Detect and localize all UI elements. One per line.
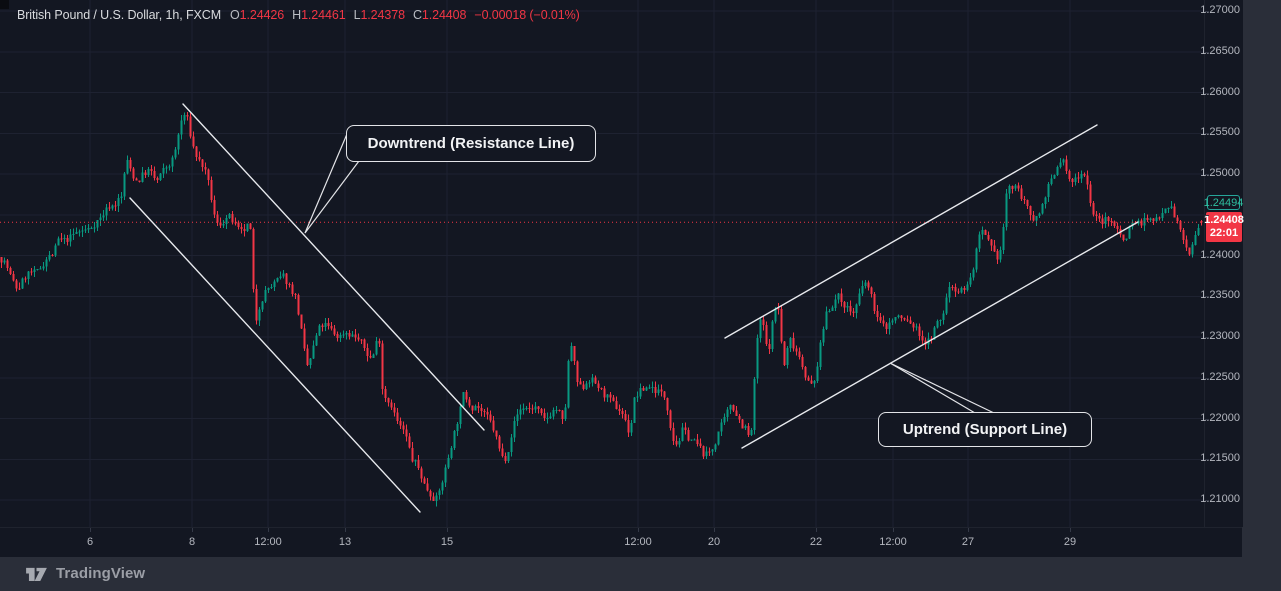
price-axis-tick: [1205, 256, 1209, 257]
price-tick-label: 1.25000: [1200, 167, 1240, 179]
price-marker-badge: 1.24494: [1203, 195, 1244, 210]
right-panel-strip: [1242, 0, 1281, 556]
price-axis-tick: [1205, 459, 1209, 460]
ohlc-low: L1.24378: [353, 8, 405, 22]
price-axis-tick: [1205, 337, 1209, 338]
price-tick-label: 1.26500: [1200, 44, 1240, 57]
time-axis-tick: [816, 528, 817, 532]
price-tick-label: 1.26000: [1200, 85, 1240, 98]
time-axis-tick: [447, 528, 448, 532]
chart-region: British Pound / U.S. Dollar, 1h, FXCM O1…: [0, 0, 1244, 557]
symbol-legend: British Pound / U.S. Dollar, 1h, FXCM O1…: [17, 8, 580, 22]
uptrend-callout[interactable]: Uptrend (Support Line): [878, 412, 1092, 447]
time-tick-label: 8: [188, 536, 196, 548]
price-tick-label: 1.25500: [1200, 126, 1240, 139]
uptrend-support-line[interactable]: [741, 221, 1139, 449]
time-tick-label: 22: [809, 536, 823, 548]
candle-bodies-up: [3, 115, 1200, 502]
price-tick-label: 1.24000: [1200, 248, 1240, 261]
time-tick-label: 12:00: [624, 536, 652, 548]
price-axis-tick: [1205, 11, 1209, 12]
time-axis-tick: [968, 528, 969, 532]
bottom-toolbar: TradingView: [0, 556, 1281, 591]
time-tick-label: 12:00: [879, 536, 907, 548]
time-axis-tick: [192, 528, 193, 532]
price-tick-label: 1.22000: [1200, 411, 1240, 424]
time-axis-tick: [90, 528, 91, 532]
last-price-badge: 1.24408 22:01: [1204, 212, 1244, 242]
time-tick-label: 20: [707, 536, 721, 548]
uptrend-channel-upper-line[interactable]: [724, 124, 1098, 339]
time-axis-tick: [345, 528, 346, 532]
price-tick-label: 1.27000: [1200, 4, 1240, 16]
time-tick-label: 15: [440, 536, 454, 548]
grid-lines: [0, 0, 1204, 527]
downtrend-channel-lower-line[interactable]: [129, 197, 421, 513]
price-axis-tick: [1205, 215, 1209, 216]
time-axis-tick: [638, 528, 639, 532]
price-axis-tick: [1205, 174, 1209, 175]
trendlines-layer[interactable]: [129, 103, 1139, 513]
time-axis-tick: [714, 528, 715, 532]
symbol-title[interactable]: British Pound / U.S. Dollar, 1h, FXCM: [17, 8, 222, 22]
price-axis-tick: [1205, 419, 1209, 420]
brand-name[interactable]: TradingView: [56, 565, 146, 582]
price-axis-tick: [1205, 500, 1209, 501]
callout-pointers: [304, 133, 995, 414]
downtrend-resistance-line[interactable]: [182, 103, 485, 431]
time-tick-label: 12:00: [254, 536, 282, 548]
price-tick-label: 1.21000: [1200, 493, 1240, 505]
price-axis-tick: [1205, 133, 1209, 134]
last-price-value: 1.24408: [1204, 214, 1244, 226]
change-value: −0.00018 (−0.01%): [474, 8, 580, 22]
time-axis-tick: [268, 528, 269, 532]
price-tick-label: 1.22500: [1200, 370, 1240, 383]
corner-notch: [0, 0, 9, 9]
price-axis-tick: [1205, 378, 1209, 379]
ohlc-high: H1.24461: [292, 8, 346, 22]
time-axis[interactable]: 6 8 12:00 13 15 12:00 20 22 12:00 27 29: [0, 527, 1242, 557]
ohlc-close: C1.24408: [412, 8, 467, 22]
candle-wicks-up: [4, 112, 1199, 507]
price-tick-label: 1.23500: [1200, 289, 1240, 302]
time-tick-label: 27: [961, 536, 975, 548]
time-axis-tick: [1070, 528, 1071, 532]
price-axis[interactable]: 1.24494 1.24408 22:01 1.27000 1.26500 1.26…: [1200, 0, 1244, 527]
ohlc-open: O1.24426: [230, 8, 285, 22]
time-tick-label: 6: [86, 536, 94, 548]
time-tick-label: 13: [338, 536, 352, 548]
bar-countdown: 22:01: [1209, 227, 1239, 239]
time-tick-label: 29: [1063, 536, 1077, 548]
price-axis-tick: [1205, 296, 1209, 297]
tradingview-logo-icon[interactable]: [25, 565, 48, 582]
price-tick-label: 1.23000: [1200, 330, 1240, 342]
downtrend-callout[interactable]: Downtrend (Resistance Line): [346, 125, 596, 162]
candle-bodies-down: [0, 115, 1203, 502]
candlestick-chart[interactable]: [0, 0, 1204, 527]
time-axis-tick: [893, 528, 894, 532]
price-axis-tick: [1205, 93, 1209, 94]
price-tick-label: 1.21500: [1200, 452, 1240, 465]
price-axis-tick: [1205, 52, 1209, 53]
